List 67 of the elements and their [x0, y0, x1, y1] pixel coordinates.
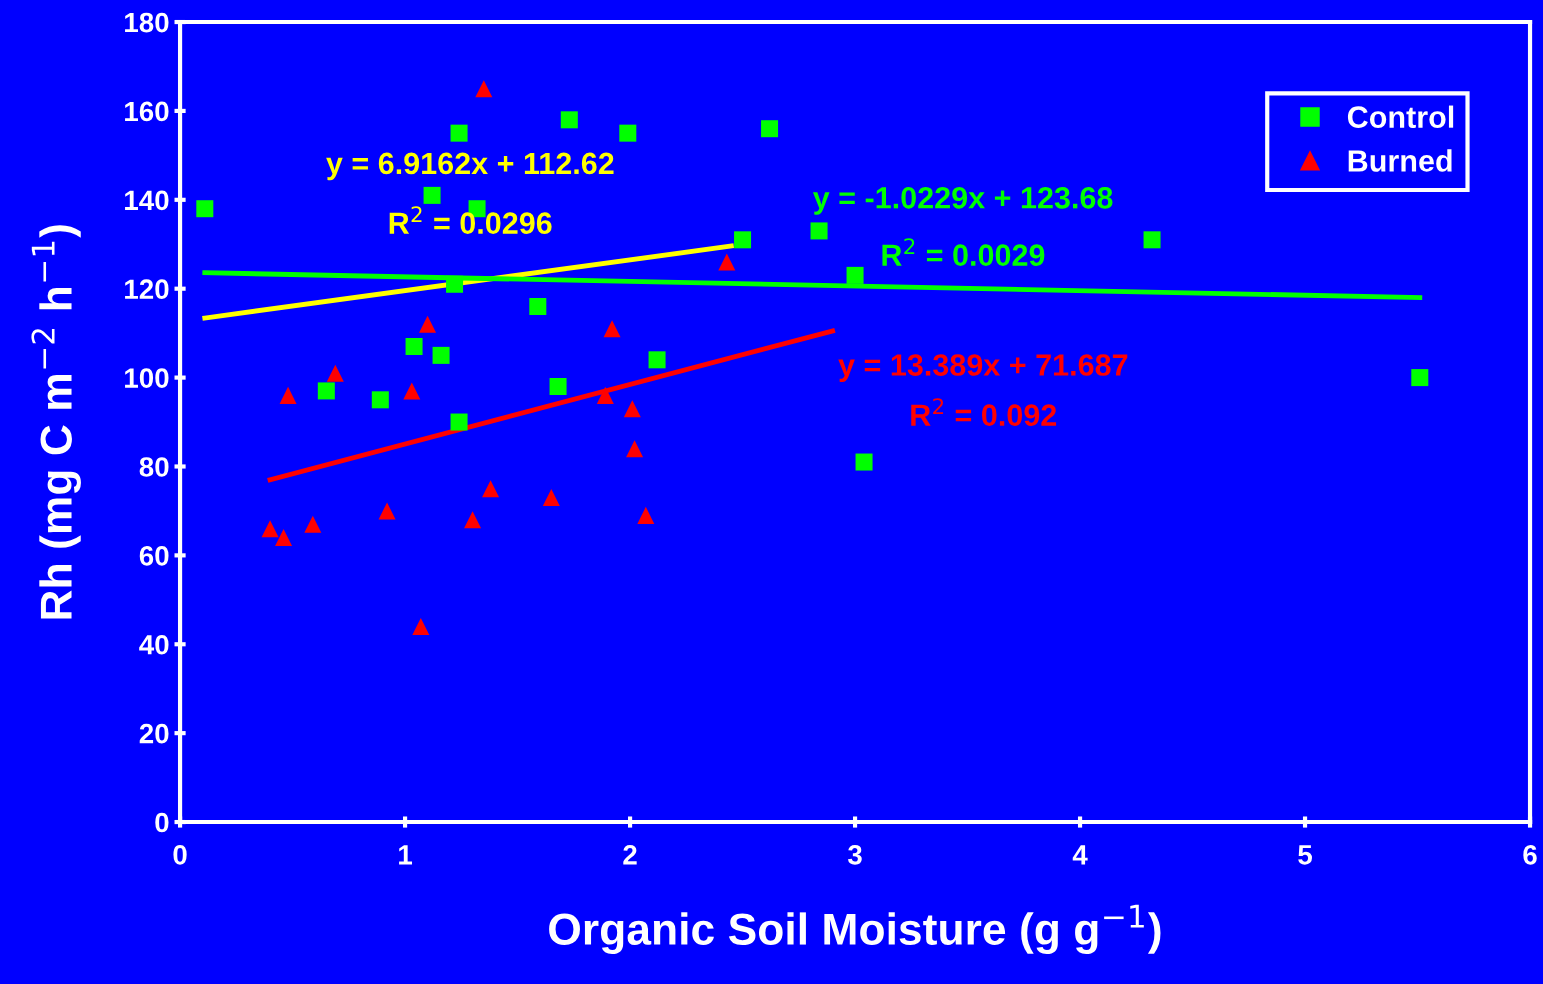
point — [403, 382, 421, 400]
x-tick-label: 1 — [399, 845, 413, 865]
annotation: R$^{2}$ = 0.092 — [911, 398, 1057, 427]
point — [648, 351, 666, 369]
legend-label: Burned — [1348, 149, 1452, 172]
point — [734, 231, 752, 249]
point — [846, 266, 864, 284]
point — [371, 391, 389, 409]
point — [560, 111, 578, 129]
x-tick-label: 0 — [173, 844, 187, 865]
y-tick-label: 60 — [139, 546, 169, 566]
point — [196, 200, 214, 218]
annotation: R$^{2}$ = 0.0029 — [882, 238, 1045, 267]
y-axis-title: Rh (mg C m$^{−2}$ h$^{−1}$) — [31, 225, 81, 619]
point — [450, 413, 468, 431]
annotation: y = 13.389x + 71.687 — [838, 354, 1128, 382]
y-tick-label: 180 — [125, 12, 169, 33]
point — [623, 400, 641, 418]
point — [1143, 231, 1161, 249]
x-tick-label: 6 — [1523, 844, 1537, 865]
point — [423, 186, 441, 204]
point — [432, 346, 450, 364]
point — [637, 506, 655, 524]
point — [261, 520, 279, 538]
y-tick-label: 100 — [125, 368, 169, 388]
point — [279, 386, 297, 404]
point — [304, 515, 322, 533]
y-tick-label: 0 — [155, 812, 169, 833]
point — [549, 377, 567, 395]
y-tick-label: 160 — [125, 101, 169, 122]
point — [317, 382, 335, 400]
x-axis-title: Organic Soil Moisture (g g$^{−1}$) — [549, 904, 1161, 954]
y-tick-label: 140 — [125, 190, 169, 211]
y-tick-label: 120 — [125, 279, 169, 300]
point — [529, 297, 547, 315]
point — [450, 124, 468, 142]
point — [810, 222, 828, 240]
point — [626, 440, 644, 458]
point — [1411, 369, 1429, 387]
point — [412, 617, 430, 635]
point — [718, 253, 736, 271]
y-tick-label: 40 — [139, 634, 169, 655]
annotation: y = 6.9162x + 112.62 — [326, 152, 614, 181]
annotation: y = -1.0229x + 123.68 — [812, 187, 1113, 215]
legend-label: Control — [1347, 105, 1454, 128]
point — [542, 489, 560, 507]
point — [761, 120, 779, 138]
point — [405, 337, 423, 355]
annotation: R$^{2}$ = 0.0296 — [389, 206, 552, 235]
y-tick-label: 20 — [139, 723, 169, 744]
point — [855, 453, 873, 471]
x-tick-label: 3 — [847, 844, 862, 865]
point — [603, 320, 621, 338]
y-tick-label: 80 — [139, 457, 169, 477]
point — [475, 80, 493, 98]
x-tick-label: 5 — [1298, 845, 1312, 865]
point — [464, 511, 482, 529]
point — [596, 386, 614, 404]
point — [326, 364, 344, 382]
point — [446, 275, 464, 293]
point — [275, 529, 293, 547]
x-tick-label: 4 — [1072, 845, 1088, 865]
x-tick-label: 2 — [623, 844, 637, 865]
point — [378, 502, 396, 520]
point — [482, 480, 500, 498]
point — [419, 315, 437, 333]
point — [619, 124, 637, 142]
